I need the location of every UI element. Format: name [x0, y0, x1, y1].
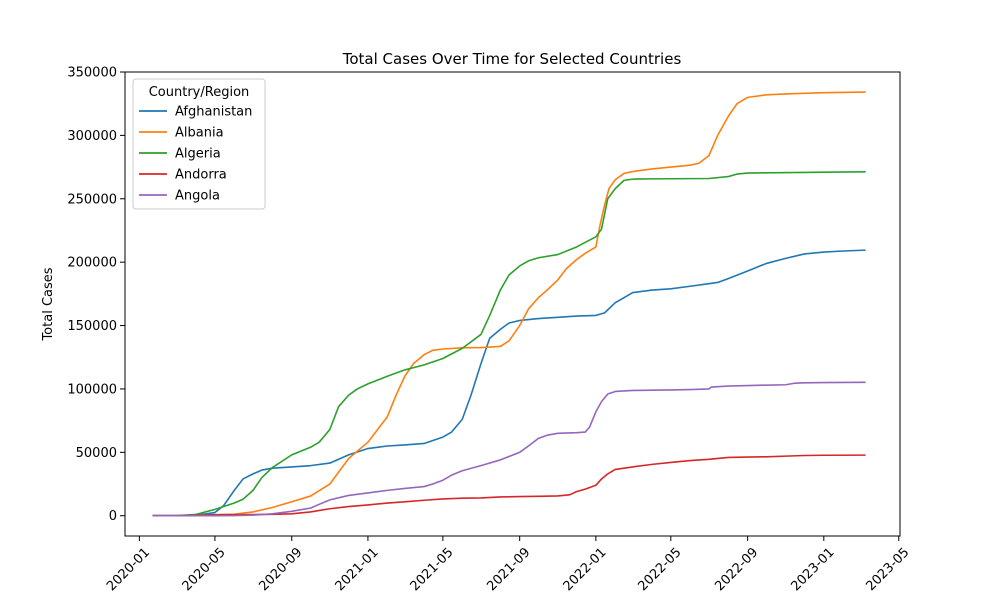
- y-tick-label: 0: [109, 509, 117, 524]
- chart-title: Total Cases Over Time for Selected Count…: [342, 50, 682, 68]
- x-tick-label: 2022-05: [636, 545, 685, 594]
- series-line-algeria: [152, 170, 866, 517]
- x-tick-label: 2023-01: [789, 545, 838, 594]
- series-line-afghanistan: [152, 249, 866, 517]
- x-tick-label: 2021-05: [408, 545, 457, 594]
- y-tick-label: 350000: [67, 66, 117, 81]
- legend-label-algeria: Algeria: [175, 147, 221, 162]
- x-tick-label: 2021-01: [333, 545, 382, 594]
- legend: Country/Region Afghanistan Albania Algeria A…: [132, 78, 266, 210]
- series-line-andorra: [152, 454, 866, 517]
- x-tick-label: 2020-05: [180, 545, 229, 594]
- x-tick-label: 2022-09: [712, 545, 761, 594]
- series-layer: [152, 91, 866, 517]
- y-tick-label: 50000: [76, 446, 117, 461]
- x-tick-label: 2023-05: [863, 545, 912, 594]
- x-tick-label: 2022-01: [561, 545, 610, 594]
- x-tick-label: 2020-01: [104, 545, 153, 594]
- legend-label-angola: Angola: [175, 189, 220, 204]
- y-axis-label: Total Cases: [41, 267, 56, 341]
- legend-label-albania: Albania: [175, 126, 224, 141]
- y-tick-label: 100000: [67, 382, 117, 397]
- y-tick-label: 250000: [67, 192, 117, 207]
- y-tick-label: 200000: [67, 256, 117, 271]
- x-tick-label: 2020-09: [256, 545, 305, 594]
- x-tick-label: 2021-09: [484, 545, 533, 594]
- legend-label-afghanistan: Afghanistan: [175, 105, 252, 120]
- legend-title: Country/Region: [149, 85, 250, 100]
- y-tick-label: 150000: [67, 319, 117, 334]
- legend-label-andorra: Andorra: [175, 168, 227, 183]
- y-tick-label: 300000: [67, 129, 117, 144]
- plot-frame: [124, 71, 901, 537]
- series-line-angola: [152, 381, 866, 517]
- series-line-albania: [152, 91, 866, 517]
